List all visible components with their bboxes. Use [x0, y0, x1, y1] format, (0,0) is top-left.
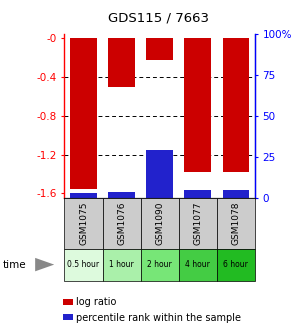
Text: percentile rank within the sample: percentile rank within the sample — [76, 312, 241, 323]
Text: GSM1090: GSM1090 — [155, 202, 164, 245]
Text: GSM1076: GSM1076 — [117, 202, 126, 245]
Bar — [70, 193, 97, 198]
Bar — [179, 198, 217, 249]
Bar — [108, 192, 135, 198]
Bar — [217, 249, 255, 281]
Bar — [64, 198, 103, 249]
Text: GSM1078: GSM1078 — [231, 202, 240, 245]
Text: 2 hour: 2 hour — [147, 260, 172, 269]
Text: 1 hour: 1 hour — [109, 260, 134, 269]
Text: log ratio: log ratio — [76, 297, 116, 307]
Bar — [141, 249, 179, 281]
Bar — [70, 38, 97, 188]
Bar — [108, 38, 135, 87]
Bar — [185, 190, 211, 198]
Bar — [146, 151, 173, 198]
Bar — [103, 198, 141, 249]
Text: GDS115 / 7663: GDS115 / 7663 — [108, 12, 209, 25]
Text: time: time — [3, 260, 27, 269]
Bar — [185, 38, 211, 172]
Bar — [64, 249, 103, 281]
Bar — [141, 198, 179, 249]
Text: GSM1075: GSM1075 — [79, 202, 88, 245]
Text: 4 hour: 4 hour — [185, 260, 210, 269]
Polygon shape — [35, 258, 54, 271]
Bar — [146, 38, 173, 60]
Bar — [217, 198, 255, 249]
Text: 0.5 hour: 0.5 hour — [67, 260, 100, 269]
Bar — [179, 249, 217, 281]
Text: GSM1077: GSM1077 — [193, 202, 202, 245]
Bar — [103, 249, 141, 281]
Bar — [223, 190, 249, 198]
Bar — [223, 38, 249, 172]
Text: 6 hour: 6 hour — [224, 260, 248, 269]
